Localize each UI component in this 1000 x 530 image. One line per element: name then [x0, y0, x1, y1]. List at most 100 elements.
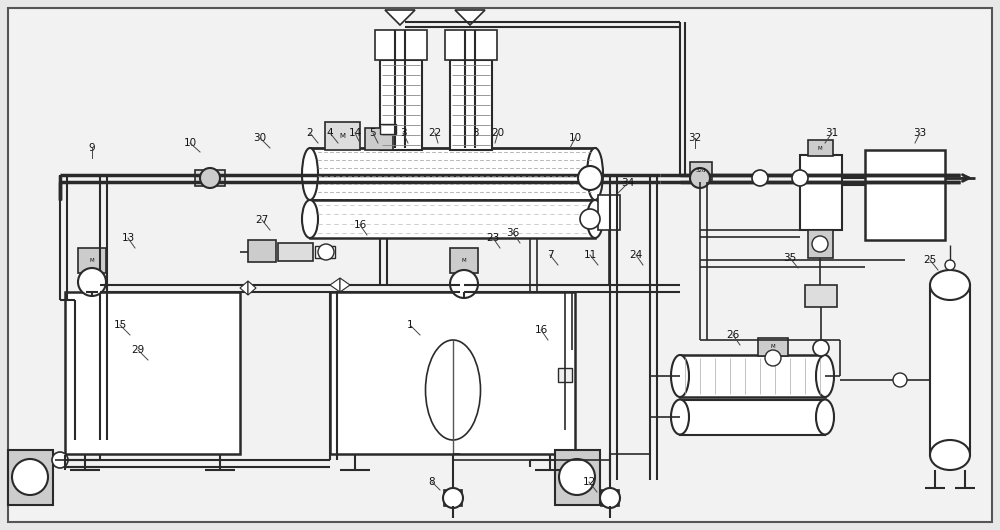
- Circle shape: [580, 209, 600, 229]
- Bar: [598, 195, 620, 230]
- Circle shape: [443, 488, 463, 508]
- Bar: [315, 246, 335, 258]
- Ellipse shape: [302, 148, 318, 200]
- Text: 11: 11: [583, 250, 597, 260]
- Text: 14: 14: [348, 128, 362, 138]
- Circle shape: [893, 373, 907, 387]
- Text: 31: 31: [825, 128, 839, 138]
- Polygon shape: [240, 281, 248, 295]
- Circle shape: [813, 340, 829, 356]
- Polygon shape: [385, 10, 415, 25]
- Polygon shape: [455, 10, 485, 25]
- Text: 4: 4: [327, 128, 333, 138]
- Text: 1: 1: [407, 320, 413, 330]
- Circle shape: [200, 168, 220, 188]
- Text: 8: 8: [429, 477, 435, 487]
- Bar: [380, 124, 396, 134]
- Text: M: M: [462, 258, 466, 262]
- Text: 33: 33: [913, 128, 927, 138]
- Text: 10: 10: [568, 133, 582, 143]
- Ellipse shape: [302, 200, 318, 238]
- Circle shape: [765, 350, 781, 366]
- Text: 26: 26: [726, 330, 740, 340]
- Text: 2: 2: [307, 128, 313, 138]
- Text: 9: 9: [89, 143, 95, 153]
- Text: 5: 5: [370, 128, 376, 138]
- Circle shape: [559, 459, 595, 495]
- Text: 32d: 32d: [696, 169, 706, 173]
- Circle shape: [792, 170, 808, 186]
- Bar: [310, 200, 595, 238]
- Text: 36: 36: [506, 228, 520, 238]
- Polygon shape: [340, 278, 350, 292]
- Bar: [865, 150, 945, 240]
- Circle shape: [578, 166, 602, 190]
- Circle shape: [318, 244, 334, 260]
- Text: M: M: [818, 146, 822, 151]
- Bar: [325, 122, 360, 150]
- Text: 23: 23: [486, 233, 500, 243]
- Bar: [65, 292, 240, 454]
- Text: 13: 13: [121, 233, 135, 243]
- Bar: [450, 248, 478, 273]
- Bar: [680, 355, 825, 397]
- Text: M: M: [339, 133, 345, 139]
- Text: 16: 16: [353, 220, 367, 230]
- Text: 3: 3: [400, 128, 406, 138]
- Bar: [555, 450, 600, 505]
- Text: 3: 3: [472, 128, 478, 138]
- Polygon shape: [248, 281, 256, 295]
- Ellipse shape: [816, 400, 834, 435]
- Ellipse shape: [816, 355, 834, 397]
- Bar: [8, 450, 53, 505]
- Bar: [380, 60, 422, 150]
- Circle shape: [690, 168, 710, 188]
- Bar: [601, 490, 619, 506]
- Bar: [278, 243, 313, 261]
- Circle shape: [12, 459, 48, 495]
- Text: 16: 16: [534, 325, 548, 335]
- Bar: [690, 162, 712, 180]
- Circle shape: [752, 170, 768, 186]
- Circle shape: [600, 488, 620, 508]
- Bar: [930, 285, 970, 455]
- Ellipse shape: [930, 440, 970, 470]
- Bar: [680, 400, 825, 435]
- Circle shape: [812, 236, 828, 252]
- Bar: [310, 148, 595, 200]
- Bar: [330, 292, 575, 454]
- Bar: [445, 30, 497, 60]
- Bar: [78, 248, 106, 273]
- Bar: [808, 140, 833, 156]
- Bar: [558, 368, 572, 382]
- Text: 15: 15: [113, 320, 127, 330]
- Text: 34: 34: [621, 178, 635, 188]
- Ellipse shape: [671, 355, 689, 397]
- Text: 35: 35: [783, 253, 797, 263]
- Text: 32: 32: [688, 133, 702, 143]
- Text: 7: 7: [547, 250, 553, 260]
- Circle shape: [78, 268, 106, 296]
- Text: 27: 27: [255, 215, 269, 225]
- Text: 29: 29: [131, 345, 145, 355]
- Text: 30: 30: [253, 133, 267, 143]
- Ellipse shape: [587, 200, 603, 238]
- Bar: [375, 30, 427, 60]
- Circle shape: [450, 270, 478, 298]
- Text: 25: 25: [923, 255, 937, 265]
- Text: M: M: [90, 258, 94, 262]
- Bar: [444, 490, 462, 506]
- Text: 24: 24: [629, 250, 643, 260]
- Ellipse shape: [930, 270, 970, 300]
- Bar: [365, 128, 393, 150]
- Text: 22: 22: [428, 128, 442, 138]
- Polygon shape: [330, 278, 340, 292]
- Text: 12: 12: [582, 477, 596, 487]
- Bar: [195, 170, 225, 186]
- Bar: [758, 338, 788, 356]
- Bar: [805, 285, 837, 307]
- Bar: [808, 230, 833, 258]
- Ellipse shape: [587, 148, 603, 200]
- Bar: [248, 240, 276, 262]
- Circle shape: [945, 260, 955, 270]
